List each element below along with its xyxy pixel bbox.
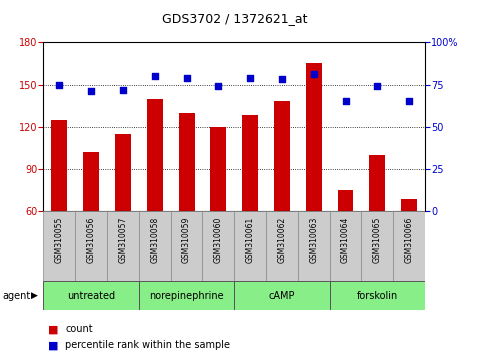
Point <box>405 98 413 104</box>
Bar <box>51 120 67 211</box>
Text: GSM310057: GSM310057 <box>118 216 128 263</box>
Text: GSM310056: GSM310056 <box>86 216 96 263</box>
Bar <box>369 155 385 211</box>
Point <box>278 77 286 82</box>
Bar <box>139 211 170 281</box>
Bar <box>170 211 202 281</box>
Text: ■: ■ <box>48 340 59 350</box>
Text: forskolin: forskolin <box>357 291 398 301</box>
Point <box>246 75 254 81</box>
Bar <box>179 113 195 211</box>
Bar <box>211 127 227 211</box>
Text: GSM310066: GSM310066 <box>405 216 413 263</box>
Point <box>214 84 222 89</box>
Text: percentile rank within the sample: percentile rank within the sample <box>65 340 230 350</box>
Bar <box>329 281 425 310</box>
Point <box>183 75 190 81</box>
Text: ▶: ▶ <box>31 291 38 300</box>
Bar <box>75 211 107 281</box>
Point <box>310 72 318 77</box>
Point <box>151 73 158 79</box>
Bar <box>242 115 258 211</box>
Point <box>119 87 127 92</box>
Text: agent: agent <box>2 291 30 301</box>
Point <box>56 82 63 87</box>
Bar <box>306 63 322 211</box>
Bar <box>83 152 99 211</box>
Text: GDS3702 / 1372621_at: GDS3702 / 1372621_at <box>161 12 307 25</box>
Bar <box>234 281 330 310</box>
Text: cAMP: cAMP <box>269 291 295 301</box>
Bar <box>338 190 354 211</box>
Bar <box>43 211 75 281</box>
Text: norepinephrine: norepinephrine <box>149 291 224 301</box>
Text: GSM310063: GSM310063 <box>309 216 318 263</box>
Text: GSM310059: GSM310059 <box>182 216 191 263</box>
Text: GSM310060: GSM310060 <box>214 216 223 263</box>
Bar <box>329 211 361 281</box>
Bar <box>115 133 131 211</box>
Bar <box>147 98 163 211</box>
Bar <box>393 211 425 281</box>
Bar <box>361 211 393 281</box>
Text: ■: ■ <box>48 324 59 334</box>
Bar <box>107 211 139 281</box>
Bar <box>401 199 417 211</box>
Text: GSM310065: GSM310065 <box>373 216 382 263</box>
Bar <box>266 211 298 281</box>
Point <box>87 88 95 94</box>
Bar <box>43 281 139 310</box>
Text: GSM310064: GSM310064 <box>341 216 350 263</box>
Text: untreated: untreated <box>67 291 115 301</box>
Bar <box>234 211 266 281</box>
Text: GSM310055: GSM310055 <box>55 216 64 263</box>
Bar <box>139 281 234 310</box>
Text: GSM310061: GSM310061 <box>246 216 255 263</box>
Bar <box>298 211 330 281</box>
Bar <box>202 211 234 281</box>
Point <box>373 84 381 89</box>
Text: GSM310062: GSM310062 <box>277 216 286 263</box>
Point <box>341 98 349 104</box>
Bar <box>274 101 290 211</box>
Text: count: count <box>65 324 93 334</box>
Text: GSM310058: GSM310058 <box>150 216 159 263</box>
